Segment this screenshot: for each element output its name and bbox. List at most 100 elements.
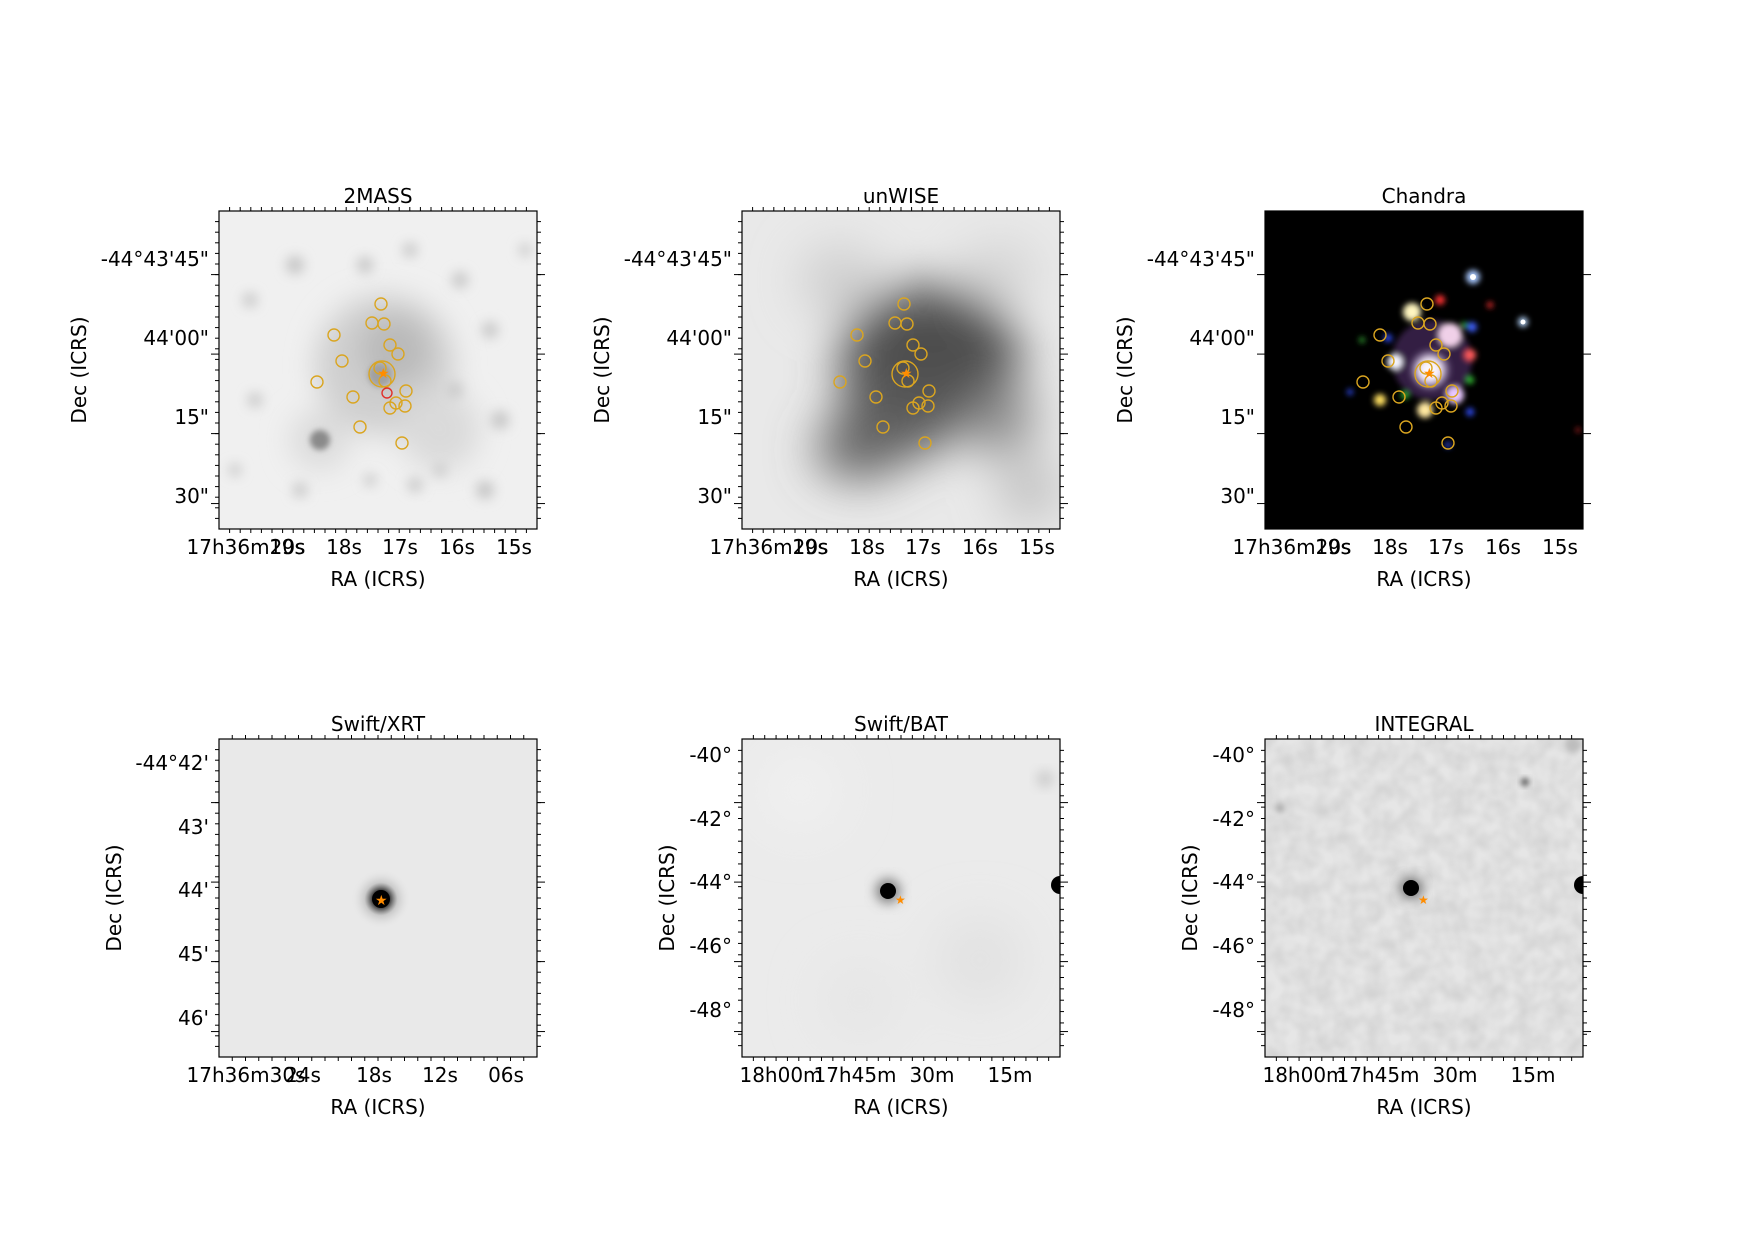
star-marker-unwise: ★ [900,366,913,382]
xtick-label: 18s [356,1063,392,1087]
panel-swift-xrt: ★ Swift/XRT Dec (ICRS) RA (ICRS) -44°42'… [102,712,545,1119]
ytick-label: 45' [178,942,209,966]
xtick-label: 19s [1315,535,1351,559]
star-marker-integral: ★ [1418,893,1429,907]
panel-unwise: ★ unWISE Dec (ICRS) RA (ICRS) -44°43'45"… [590,184,1068,591]
ytick-label: 44'00" [1189,326,1255,350]
image-unwise [742,211,1060,529]
ytick-label: 44'00" [143,326,209,350]
xtick-label: 17h36m30s [187,1063,306,1087]
ytick-label: 15" [1220,405,1255,429]
ticks-chandra [1257,274,1591,505]
ytick-label: -46° [689,934,732,958]
ytick-label: -44°42' [135,751,209,775]
markers-unwise [833,297,936,450]
xtick-label: 19s [269,535,305,559]
xtick-label: 17h45m [1336,1063,1419,1087]
xtick-label: 18h00m [1262,1063,1345,1087]
xtick-label: 16s [439,535,475,559]
panel-title-unwise: unWISE [863,184,939,208]
xtick-label: 06s [488,1063,524,1087]
xtick-label: 12s [422,1063,458,1087]
ytick-label: 30" [174,484,209,508]
ticks-integral [1257,735,1591,1061]
ytick-label: -44° [1212,870,1255,894]
panel-title-swift-xrt: Swift/XRT [331,712,426,736]
xtick-label: 16s [1485,535,1521,559]
ylabel-unwise: Dec (ICRS) [590,316,614,423]
panel-title-2mass: 2MASS [343,184,412,208]
ylabel-swift-xrt: Dec (ICRS) [102,844,126,951]
xlabel-unwise: RA (ICRS) [853,567,948,591]
ytick-label: -44°43'45" [1147,247,1255,271]
ytick-label: 46' [178,1006,209,1030]
ytick-label: 30" [697,484,732,508]
ytick-label: -40° [689,743,732,767]
xtick-label: 17s [382,535,418,559]
ytick-label: -48° [1212,998,1255,1022]
ylabel-2mass: Dec (ICRS) [67,316,91,423]
xtick-label: 19s [792,535,828,559]
xtick-label: 17s [905,535,941,559]
xtick-label: 30m [1433,1063,1478,1087]
image-swift-bat [742,739,1060,1057]
xtick-label: 18h00m [739,1063,822,1087]
star-marker-swift-xrt: ★ [375,893,388,909]
xtick-label: 18s [849,535,885,559]
ytick-label: -42° [689,807,732,831]
star-marker-swift-bat: ★ [895,893,906,907]
image-swift-xrt [219,739,537,1057]
ytick-label: -46° [1212,934,1255,958]
xtick-label: 18s [326,535,362,559]
ytick-label: 15" [174,405,209,429]
ytick-label: -48° [689,998,732,1022]
ytick-label: 30" [1220,484,1255,508]
ticks-swift-xrt [211,735,545,1061]
image-integral [1265,739,1583,1057]
xtick-label: 30m [910,1063,955,1087]
panel-title-swift-bat: Swift/BAT [854,712,949,736]
xtick-label: 18s [1372,535,1408,559]
markers-chandra [1356,297,1459,450]
xtick-label: 16s [962,535,998,559]
xtick-label: 24s [285,1063,321,1087]
xtick-label: 15m [988,1063,1033,1087]
xtick-label: 15m [1511,1063,1556,1087]
ytick-label: -44°43'45" [624,247,732,271]
image-2mass [219,211,537,529]
xtick-label: 15s [1019,535,1055,559]
xlabel-2mass: RA (ICRS) [330,567,425,591]
ytick-label: -42° [1212,807,1255,831]
xtick-label: 17h36m20s [187,535,306,559]
star-marker-2mass: ★ [377,366,390,382]
panel-title-integral: INTEGRAL [1374,712,1474,736]
panel-chandra: ★ Chandra Dec (ICRS) RA (ICRS) -44°43'45… [1113,184,1591,591]
ylabel-swift-bat: Dec (ICRS) [655,844,679,951]
panel-2mass: ★ 2MASS Dec (ICRS) RA (ICRS) -44°43'45" … [67,184,545,591]
plot-frame-chandra [1264,210,1584,530]
ticks-unwise [734,207,1068,533]
xtick-label: 15s [1542,535,1578,559]
xtick-label: 17s [1428,535,1464,559]
ytick-label: 44' [178,878,209,902]
ticks-swift-bat [734,735,1068,1061]
ticks-2mass [211,207,545,533]
ytick-label: -40° [1212,743,1255,767]
ytick-label: 43' [178,815,209,839]
xlabel-integral: RA (ICRS) [1376,1095,1471,1119]
markers-2mass [310,297,413,450]
red-marker-2mass [381,387,393,399]
ytick-label: 44'00" [666,326,732,350]
ytick-label: -44°43'45" [101,247,209,271]
xtick-label: 17h45m [813,1063,896,1087]
image-chandra [1265,211,1583,529]
xlabel-chandra: RA (ICRS) [1376,567,1471,591]
panel-integral: ★ INTEGRAL Dec (ICRS) RA (ICRS) -40° -42… [1178,712,1591,1119]
xlabel-swift-bat: RA (ICRS) [853,1095,948,1119]
ytick-label: -44° [689,870,732,894]
ytick-label: 15" [697,405,732,429]
xtick-label: 17h36m20s [1233,535,1352,559]
xtick-label: 15s [496,535,532,559]
panel-swift-bat: ★ Swift/BAT Dec (ICRS) RA (ICRS) -40° -4… [655,712,1068,1119]
